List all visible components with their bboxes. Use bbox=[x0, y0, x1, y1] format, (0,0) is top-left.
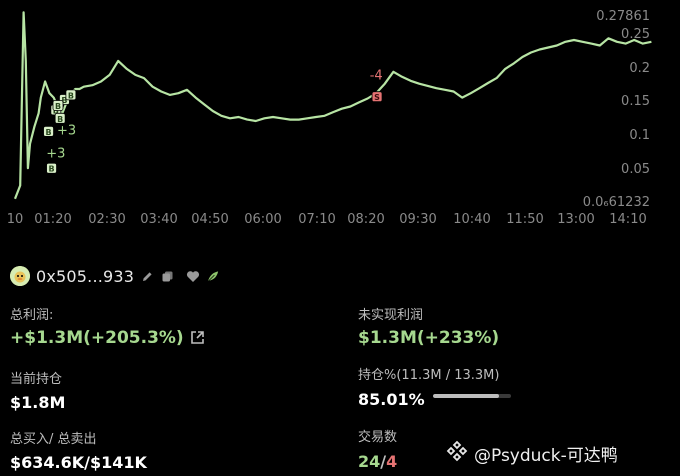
trades-label: 交易数 bbox=[358, 430, 398, 445]
trade-annotation: -4 bbox=[370, 68, 383, 83]
buy-sell-total-stat: 总买入/ 总卖出 $634.6K/$141K bbox=[10, 428, 147, 472]
unrealized-pnl-value: $1.3M(+233%) bbox=[358, 328, 500, 348]
sell-marker bbox=[371, 91, 383, 103]
x-tick-label: 10:40 bbox=[453, 212, 490, 227]
x-tick-label: 07:10 bbox=[298, 212, 335, 227]
sell-marker-label: S bbox=[374, 93, 380, 102]
psyduck-avatar-icon bbox=[10, 266, 30, 286]
x-tick-label: 10 bbox=[7, 212, 24, 227]
edit-icon[interactable] bbox=[140, 269, 154, 283]
current-holding-value: $1.8M bbox=[10, 393, 66, 412]
buy-marker-label: B bbox=[55, 102, 61, 111]
unrealized-pnl-stat: 未实现利润 $1.3M(+233%) bbox=[358, 304, 499, 348]
leaf-icon[interactable] bbox=[206, 269, 220, 283]
buy-marker-label: B bbox=[48, 165, 54, 174]
price-line bbox=[13, 11, 652, 200]
buy-marker bbox=[65, 89, 77, 101]
holding-pct-label: 持仓%(11.3M / 13.3M) bbox=[358, 368, 500, 383]
x-tick-label: 02:30 bbox=[88, 212, 125, 227]
current-holding-stat: 当前持仓 $1.8M bbox=[10, 368, 65, 412]
y-tick-label: 0.27861 bbox=[596, 9, 650, 24]
buy-marker-label: B bbox=[68, 91, 74, 100]
x-tick-label: 06:00 bbox=[244, 212, 281, 227]
x-tick-label: 13:00 bbox=[557, 212, 594, 227]
y-tick-label: 0.1 bbox=[629, 128, 650, 143]
buy-marker-label: B bbox=[57, 115, 63, 124]
buy-sell-total-value: $634.6K/$141K bbox=[10, 453, 147, 472]
x-tick-label: 08:20 bbox=[347, 212, 384, 227]
trades-separator: / bbox=[380, 452, 387, 471]
y-tick-label: 0.2 bbox=[629, 61, 650, 76]
current-holding-label: 当前持仓 bbox=[10, 372, 63, 387]
copy-icon[interactable] bbox=[160, 269, 174, 283]
total-pnl-stat: 总利润: +$1.3M(+205.3%) bbox=[10, 304, 205, 348]
y-tick-label: 0.25 bbox=[621, 27, 650, 42]
buy-marker bbox=[54, 112, 66, 124]
watermark: @Psyduck-可达鸭 bbox=[446, 440, 618, 466]
unrealized-pnl-label: 未实现利润 bbox=[358, 308, 424, 323]
watermark-text: @Psyduck-可达鸭 bbox=[474, 445, 618, 466]
avatar[interactable] bbox=[10, 266, 30, 286]
buy-marker bbox=[46, 162, 57, 174]
wallet-row: 0x505...933 bbox=[10, 264, 220, 288]
holding-progress-fill bbox=[433, 394, 500, 398]
total-pnl-label: 总利润: bbox=[10, 308, 54, 323]
x-tick-label: 04:50 bbox=[191, 212, 228, 227]
holding-pct-value: 85.01% bbox=[358, 390, 425, 409]
holding-progress-bar bbox=[433, 394, 511, 398]
y-tick-label: 0.15 bbox=[621, 94, 650, 109]
x-tick-label: 01:20 bbox=[34, 212, 71, 227]
price-chart[interactable]: 0.27861 0.25 0.2 0.15 0.1 0.05 0.0₆61232 10 01:2… bbox=[0, 0, 680, 240]
trade-annotation: +3 bbox=[57, 124, 76, 139]
trade-annotation: +3 bbox=[46, 146, 65, 161]
x-tick-label: 11:50 bbox=[506, 212, 543, 227]
trades-buy-count: 24 bbox=[358, 452, 381, 471]
buy-marker-label: B bbox=[61, 96, 67, 105]
buy-marker bbox=[43, 125, 54, 137]
y-tick-label: 0.05 bbox=[621, 162, 650, 177]
trades-sell-count: 4 bbox=[386, 452, 398, 471]
x-tick-label: 14:10 bbox=[609, 212, 646, 227]
binance-square-icon bbox=[446, 440, 468, 467]
x-tick-label: 09:30 bbox=[399, 212, 436, 227]
holding-pct-stat: 持仓%(11.3M / 13.3M) 85.01% bbox=[358, 364, 499, 409]
buy-marker bbox=[52, 100, 64, 111]
buy-marker-label: B bbox=[45, 128, 51, 137]
heart-icon[interactable] bbox=[186, 269, 200, 283]
total-pnl-value: +$1.3M(+205.3%) bbox=[10, 328, 184, 348]
x-tick-label: 03:40 bbox=[140, 212, 177, 227]
y-tick-label: 0.0₆61232 bbox=[583, 195, 650, 210]
price-chart-area[interactable]: 0.27861 0.25 0.2 0.15 0.1 0.05 0.0₆61232 10 01:2… bbox=[0, 0, 680, 240]
trades-stat: 交易数 24/4 bbox=[358, 426, 397, 471]
external-link-icon[interactable] bbox=[190, 330, 205, 345]
buy-sell-total-label: 总买入/ 总卖出 bbox=[10, 432, 97, 447]
wallet-address[interactable]: 0x505...933 bbox=[36, 266, 135, 286]
